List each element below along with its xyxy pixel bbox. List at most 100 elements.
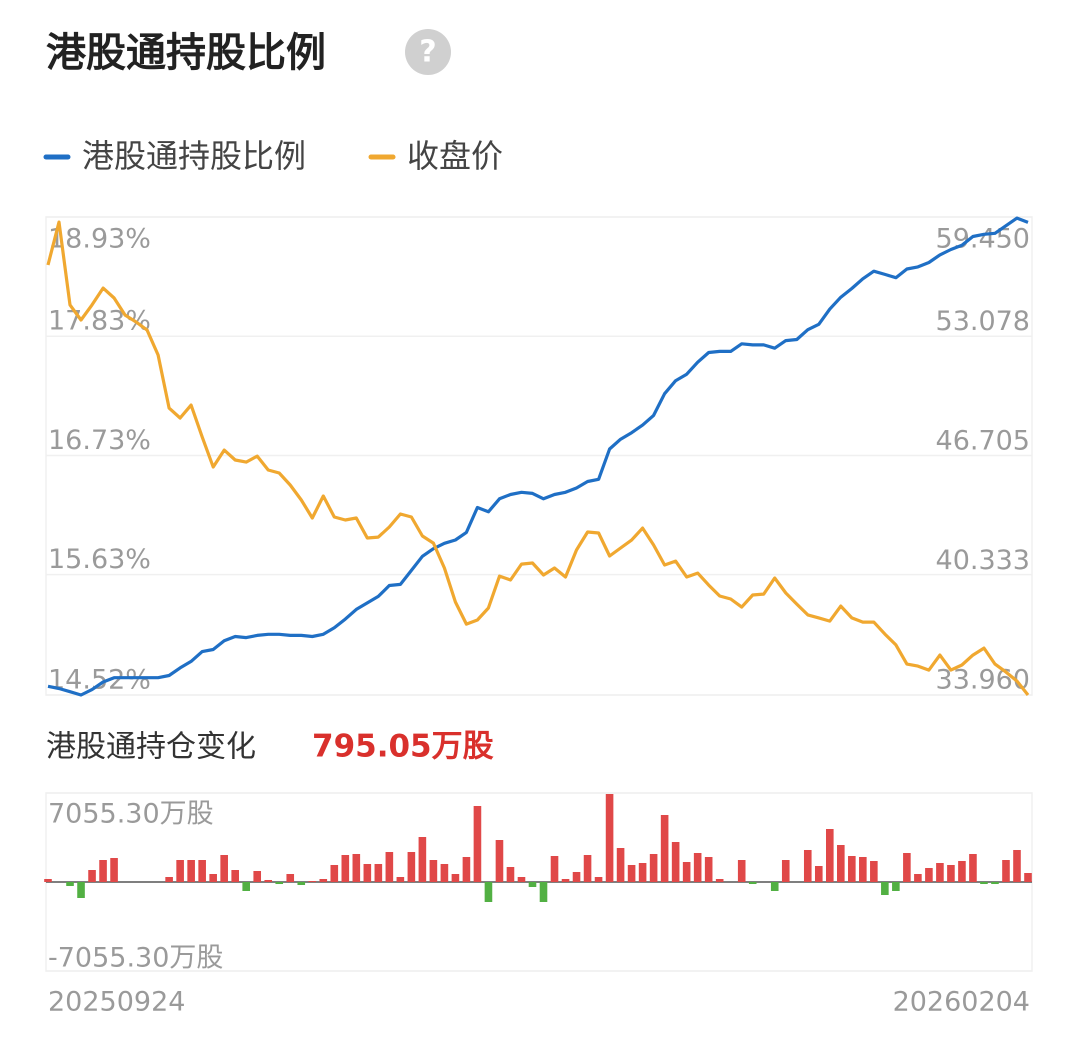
bar bbox=[991, 882, 999, 885]
bar bbox=[1024, 873, 1032, 882]
bar bbox=[936, 863, 944, 882]
bar bbox=[187, 860, 195, 882]
bar bbox=[308, 881, 317, 882]
bar bbox=[506, 867, 515, 882]
bar bbox=[99, 860, 107, 882]
bar bbox=[198, 860, 206, 882]
bar bbox=[682, 862, 691, 882]
bar bbox=[825, 829, 834, 882]
bar bbox=[495, 840, 504, 882]
bar bbox=[473, 805, 482, 882]
bar bbox=[539, 882, 548, 902]
y-tick-label: 15.63% bbox=[48, 544, 151, 575]
y-tick-label: -7055.30万股 bbox=[48, 943, 223, 974]
bar bbox=[330, 864, 339, 882]
bar bbox=[363, 863, 372, 882]
bar bbox=[572, 871, 581, 882]
bar bbox=[66, 882, 74, 886]
bar bbox=[407, 852, 416, 882]
bar bbox=[814, 866, 823, 882]
series-line bbox=[47, 216, 1029, 697]
bar bbox=[616, 848, 625, 882]
bar bbox=[220, 855, 228, 882]
bar bbox=[242, 882, 251, 891]
bar bbox=[297, 882, 306, 886]
bar bbox=[77, 882, 85, 898]
bar bbox=[528, 882, 537, 887]
bar bbox=[803, 849, 812, 882]
bar bbox=[903, 852, 911, 882]
bar bbox=[517, 877, 526, 882]
bar bbox=[958, 860, 966, 882]
bar bbox=[892, 882, 900, 891]
y-tick-label: 18.93% bbox=[48, 224, 151, 255]
bar bbox=[980, 882, 988, 885]
bar bbox=[44, 878, 52, 882]
bar bbox=[1002, 860, 1010, 882]
bar bbox=[704, 856, 713, 882]
bar bbox=[418, 837, 427, 882]
bar bbox=[253, 871, 262, 882]
bar bbox=[275, 882, 284, 885]
bar bbox=[165, 877, 173, 882]
bar bbox=[451, 874, 460, 882]
bar bbox=[925, 867, 933, 882]
bar bbox=[693, 852, 702, 882]
help-mark[interactable]: ? bbox=[419, 35, 436, 70]
bar bbox=[748, 882, 757, 885]
bar bbox=[781, 860, 790, 882]
bar bbox=[947, 864, 955, 882]
bar-title: 港股通持仓变化 bbox=[46, 730, 256, 765]
bar bbox=[440, 863, 449, 882]
bar bbox=[341, 855, 350, 882]
bar bbox=[429, 860, 438, 882]
bar bbox=[605, 794, 614, 882]
bar bbox=[627, 864, 636, 882]
bar bbox=[638, 863, 647, 882]
bar bbox=[594, 877, 603, 882]
series-line bbox=[46, 220, 1030, 696]
bar bbox=[870, 860, 878, 882]
bar bbox=[550, 856, 559, 882]
bar bbox=[859, 856, 867, 882]
bar bbox=[914, 874, 922, 882]
bar bbox=[385, 852, 394, 882]
y-tick-label: 16.73% bbox=[48, 425, 151, 456]
bar bbox=[671, 841, 680, 882]
bar bbox=[715, 878, 724, 882]
bar bbox=[88, 870, 96, 882]
bar bbox=[737, 860, 746, 882]
legend-label: 收盘价 bbox=[407, 137, 503, 175]
x-tick-label: 20260204 bbox=[893, 987, 1030, 1018]
help-icon[interactable]: ? bbox=[405, 29, 451, 75]
bar bbox=[649, 853, 658, 882]
y-tick-label: 7055.30万股 bbox=[48, 799, 214, 830]
bar bbox=[396, 877, 405, 882]
bar bbox=[770, 882, 779, 891]
bar bbox=[583, 855, 592, 882]
bar bbox=[352, 853, 361, 882]
legend-label: 港股通持股比例 bbox=[82, 137, 306, 175]
bar bbox=[264, 879, 273, 882]
bar bbox=[881, 882, 889, 896]
bar bbox=[969, 853, 977, 882]
y-tick-label: 40.333 bbox=[936, 545, 1030, 576]
bar bbox=[374, 863, 383, 882]
bar bbox=[462, 856, 471, 882]
page-title: 港股通持股比例 bbox=[46, 30, 326, 76]
bar bbox=[209, 874, 217, 882]
bar bbox=[561, 878, 570, 882]
bar bbox=[110, 858, 118, 882]
y-tick-label: 46.705 bbox=[936, 426, 1030, 457]
bar bbox=[484, 882, 493, 902]
bar bbox=[848, 856, 856, 882]
x-tick-label: 20250924 bbox=[48, 987, 185, 1018]
bar bbox=[837, 845, 845, 882]
y-tick-label: 53.078 bbox=[936, 306, 1030, 337]
help-circle[interactable] bbox=[405, 29, 451, 75]
bar bbox=[660, 815, 669, 882]
bar bbox=[319, 878, 328, 882]
bar bbox=[231, 870, 239, 882]
